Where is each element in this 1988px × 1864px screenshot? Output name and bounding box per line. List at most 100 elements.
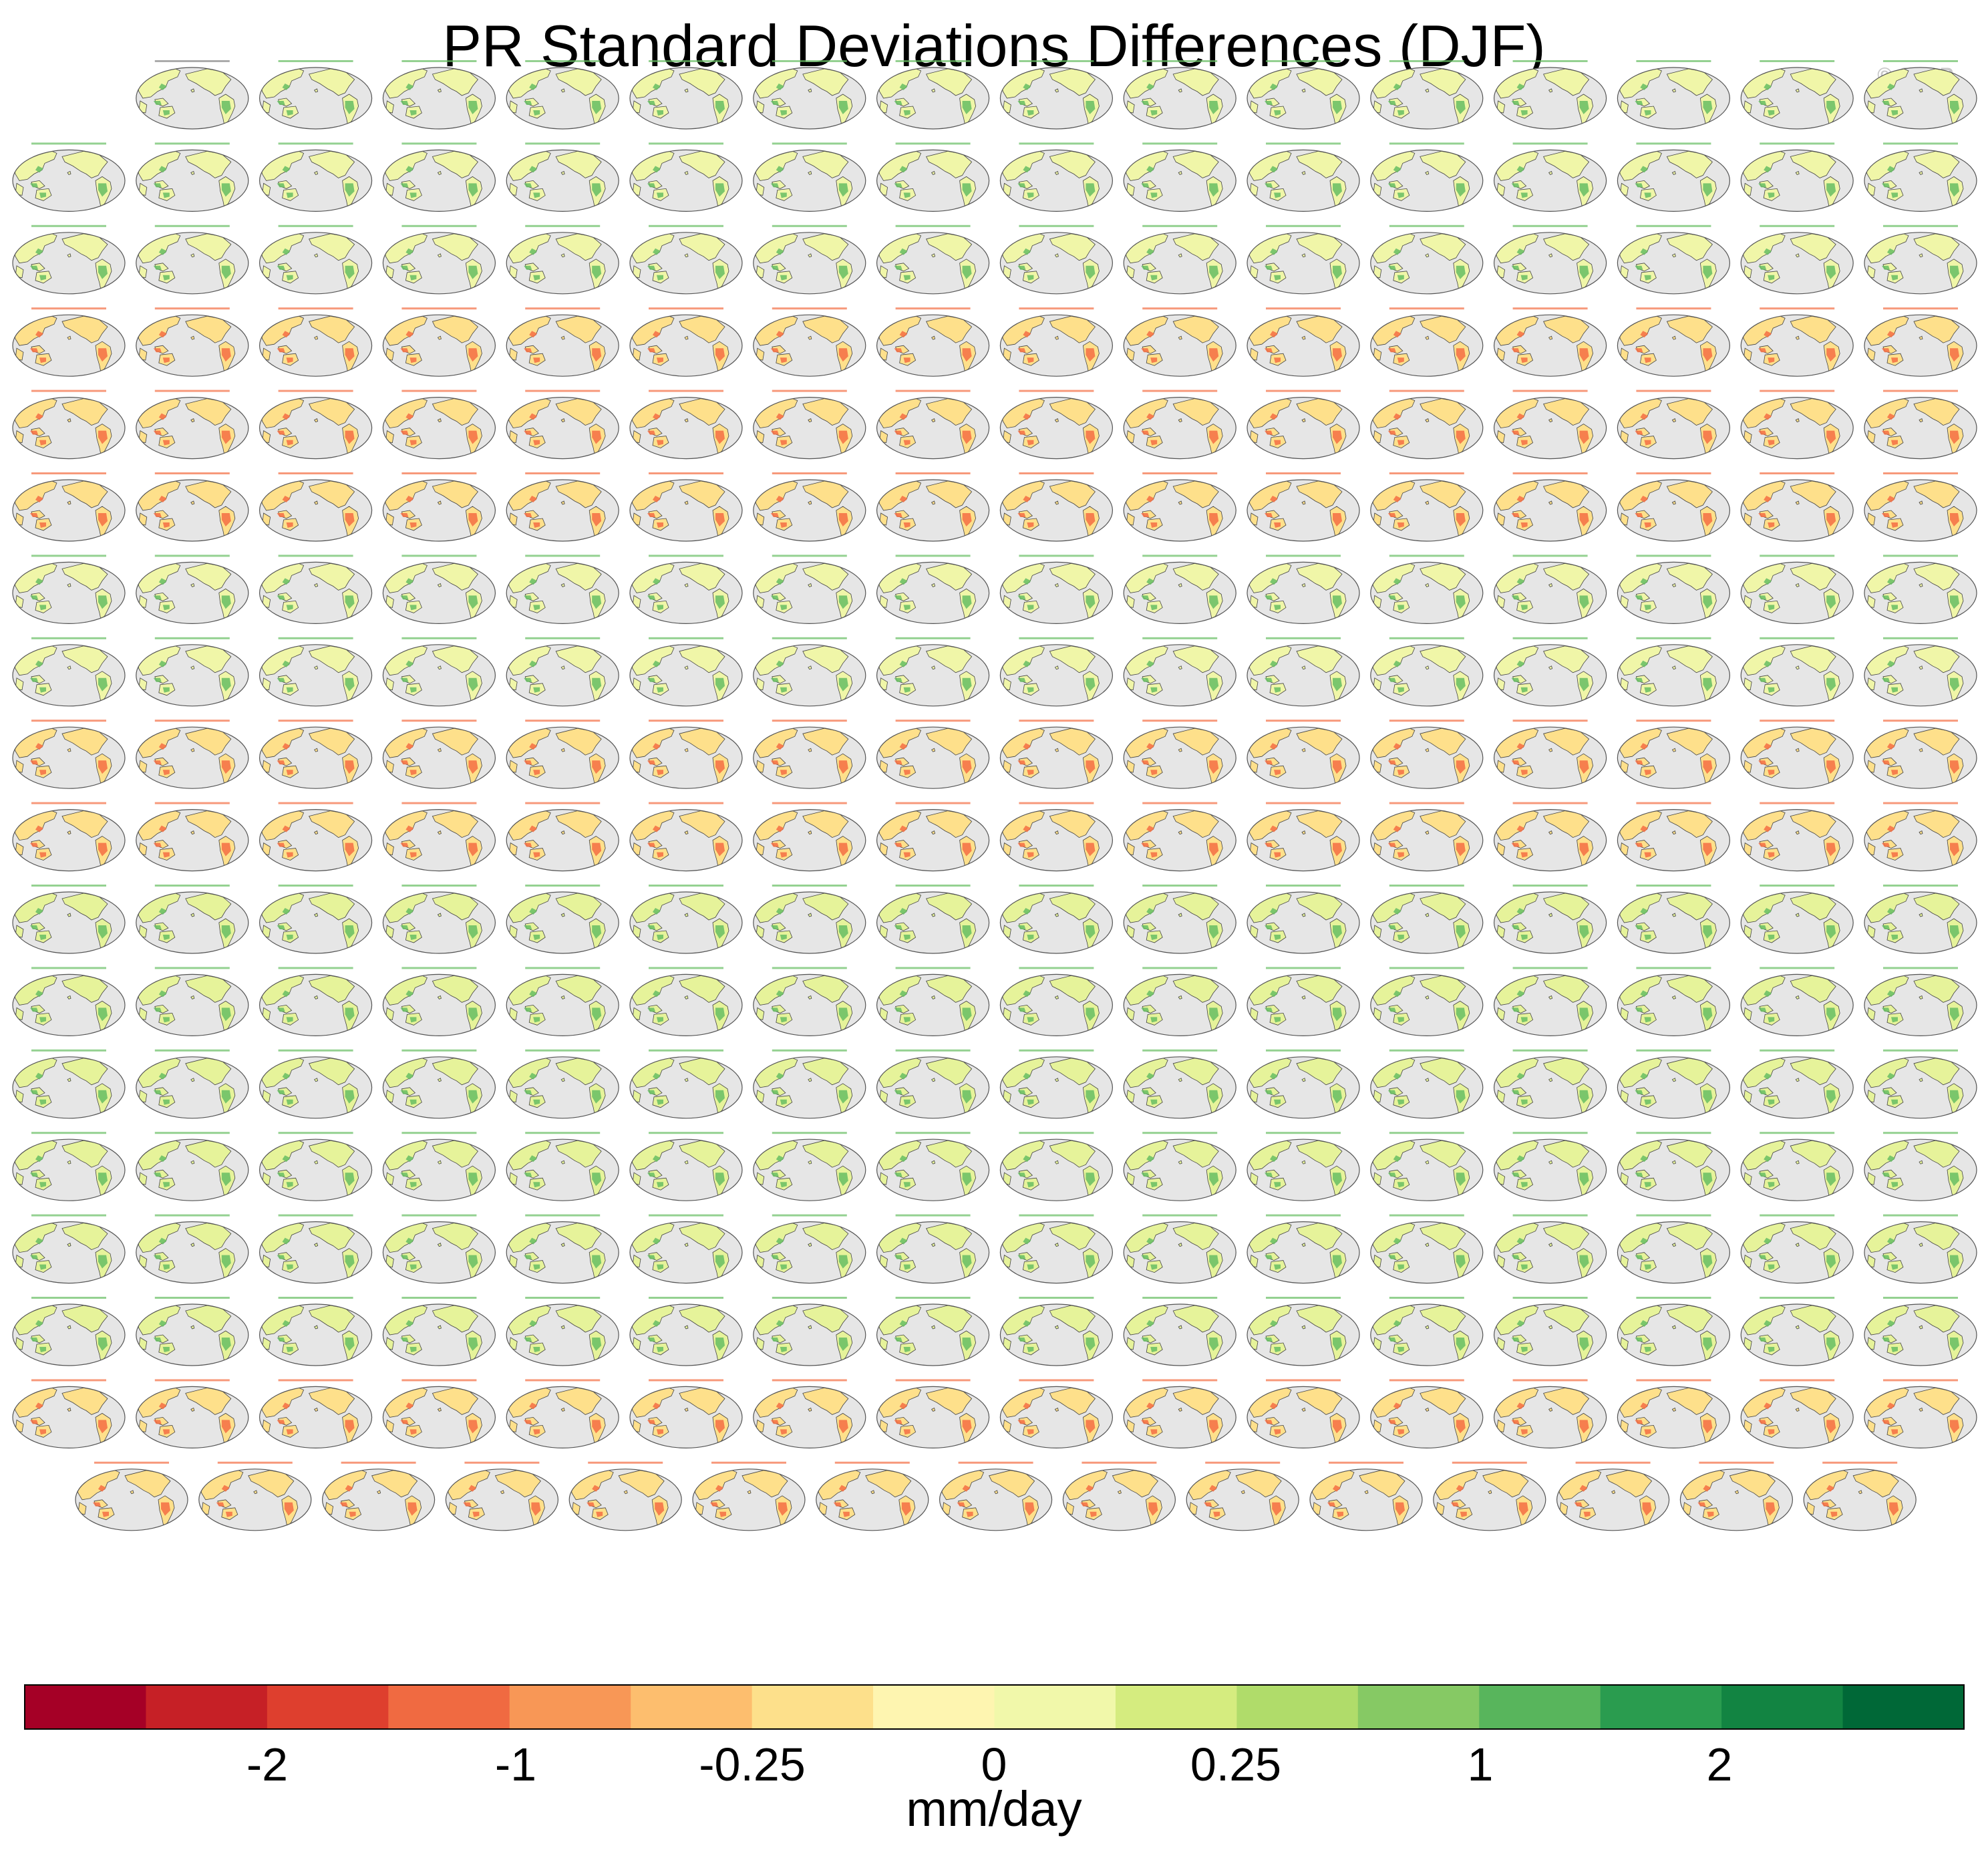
anomaly-patch xyxy=(529,248,538,255)
land-shape xyxy=(560,88,565,93)
panel-label xyxy=(1760,142,1835,145)
anomaly-patch xyxy=(1758,265,1767,270)
land-shape xyxy=(190,170,195,175)
panel-label xyxy=(278,60,353,62)
panel-label xyxy=(31,307,106,310)
anomaly-patch xyxy=(1387,265,1396,270)
globe-outline xyxy=(136,149,249,212)
land-shape xyxy=(808,88,812,93)
anomaly-patch xyxy=(1209,265,1219,279)
colorbar-swatch xyxy=(388,1685,510,1729)
anomaly-patch xyxy=(1333,101,1342,114)
globe-outline xyxy=(753,67,866,130)
panel-label xyxy=(1266,224,1341,227)
map-panel xyxy=(12,142,126,212)
anomaly-patch xyxy=(1882,101,1890,105)
globe-outline xyxy=(1123,149,1236,212)
globe-outline xyxy=(1864,67,1977,130)
panel-label xyxy=(772,142,847,145)
panel-label xyxy=(1019,60,1094,62)
anomaly-patch xyxy=(1703,183,1713,197)
anomaly-patch xyxy=(162,275,170,281)
map-panel xyxy=(506,224,619,295)
colorbar-swatch xyxy=(509,1685,631,1729)
panel-label xyxy=(895,224,971,227)
anomaly-patch xyxy=(1768,110,1775,116)
anomaly-patch xyxy=(153,183,162,188)
anomaly-patch xyxy=(1023,84,1031,90)
globe-outline xyxy=(1494,67,1607,130)
panel-label xyxy=(525,224,601,227)
anomaly-patch xyxy=(838,265,848,279)
anomaly-patch xyxy=(405,166,414,173)
colorbar-swatch xyxy=(1479,1685,1601,1729)
anomaly-patch xyxy=(158,84,167,90)
map-panel xyxy=(1494,142,1607,212)
anomaly-patch xyxy=(592,183,602,197)
anomaly-patch xyxy=(1764,248,1772,255)
land-shape xyxy=(684,88,689,93)
map-panel xyxy=(876,142,990,212)
anomaly-patch xyxy=(780,275,787,281)
panel-label xyxy=(401,60,477,62)
land-shape xyxy=(684,170,689,175)
panel-label xyxy=(1883,142,1958,145)
land-shape xyxy=(1054,253,1059,258)
globe-outline xyxy=(629,149,743,212)
panel-label xyxy=(154,60,230,62)
globe-outline xyxy=(12,149,126,212)
globe-outline xyxy=(1617,232,1730,295)
land-shape xyxy=(314,88,319,93)
anomaly-patch xyxy=(221,265,231,279)
globe-outline xyxy=(1617,149,1730,212)
colorbar-swatch xyxy=(1115,1685,1237,1729)
anomaly-patch xyxy=(468,265,478,279)
anomaly-patch xyxy=(1520,110,1528,116)
globe-outline xyxy=(259,67,373,130)
globe-outline xyxy=(382,149,496,212)
panel-label xyxy=(1389,142,1464,145)
globe-outline xyxy=(1617,67,1730,130)
map-panel xyxy=(1864,142,1977,212)
panel-label xyxy=(278,224,353,227)
colorbar-swatch xyxy=(1600,1685,1722,1729)
land-shape xyxy=(931,253,936,258)
land-shape xyxy=(1301,170,1306,175)
anomaly-patch xyxy=(98,348,108,362)
anomaly-patch xyxy=(98,183,108,197)
anomaly-patch xyxy=(1887,248,1895,255)
panel-label xyxy=(1512,60,1588,62)
anomaly-patch xyxy=(286,275,293,281)
land-shape xyxy=(437,88,442,93)
anomaly-patch xyxy=(899,166,908,173)
anomaly-patch xyxy=(1141,265,1150,270)
map-panel xyxy=(506,142,619,212)
map-panel xyxy=(1123,142,1236,212)
anomaly-patch xyxy=(1397,192,1404,198)
anomaly-patch xyxy=(1635,183,1643,188)
map-panel xyxy=(382,224,496,295)
anomaly-patch xyxy=(524,265,532,270)
anomaly-patch xyxy=(894,183,902,188)
anomaly-patch xyxy=(345,101,355,114)
anomaly-patch xyxy=(715,265,725,279)
anomaly-patch xyxy=(524,183,532,188)
anomaly-patch xyxy=(770,101,779,105)
anomaly-patch xyxy=(1274,275,1281,281)
anomaly-patch xyxy=(1270,248,1278,255)
anomaly-patch xyxy=(1456,101,1466,114)
land-shape xyxy=(1671,253,1676,258)
anomaly-patch xyxy=(838,101,848,114)
panel-label xyxy=(1389,224,1464,227)
panel-label xyxy=(1636,224,1711,227)
anomaly-patch xyxy=(221,101,231,114)
panel-label xyxy=(1760,224,1835,227)
anomaly-patch xyxy=(592,101,602,114)
land-shape xyxy=(437,253,442,258)
colorbar-swatch xyxy=(25,1685,146,1729)
anomaly-patch xyxy=(1209,101,1219,114)
anomaly-patch xyxy=(1086,265,1096,279)
panel-label xyxy=(401,224,477,227)
anomaly-patch xyxy=(162,192,170,198)
